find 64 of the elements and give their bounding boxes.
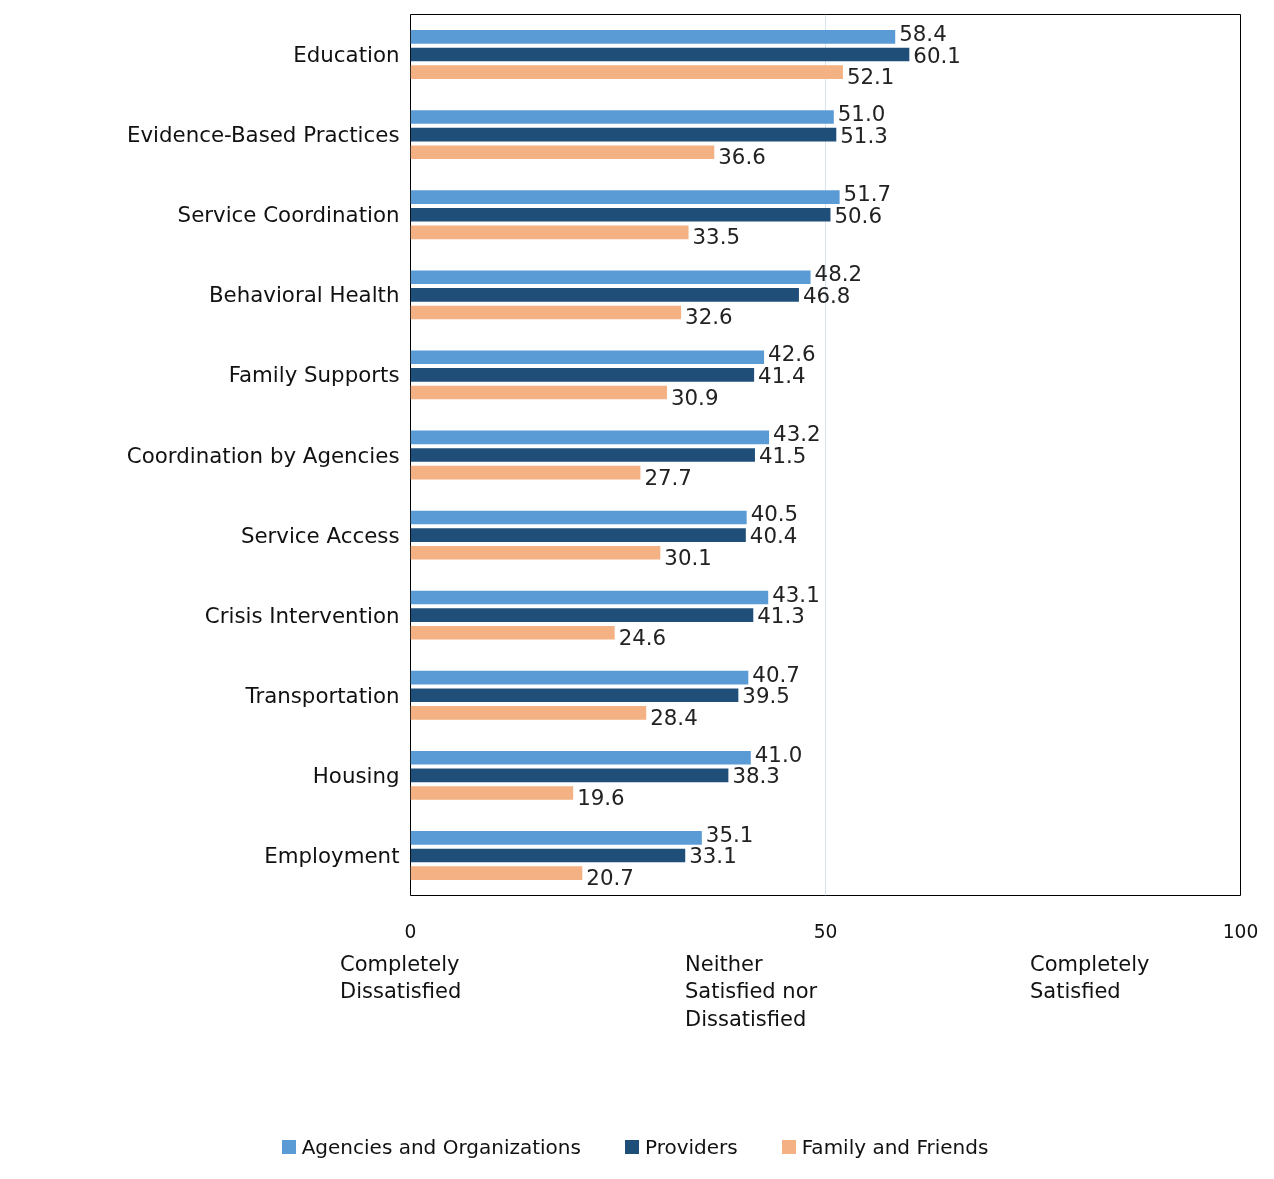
bar bbox=[410, 768, 729, 783]
y-tick-label: Behavioral Health bbox=[208, 282, 400, 308]
text: Completely Dissatisfied bbox=[340, 951, 462, 1006]
legend-label: Family and Friends bbox=[800, 1135, 989, 1159]
bar bbox=[410, 590, 769, 605]
y-tick-label: Service Access bbox=[240, 522, 400, 548]
bar bbox=[410, 448, 755, 462]
bar bbox=[410, 270, 811, 285]
x-tick-label: 0 bbox=[404, 920, 417, 942]
legend-label: Providers bbox=[643, 1135, 738, 1159]
bar bbox=[410, 207, 831, 222]
y-tick-label: Evidence-Based Practices bbox=[126, 122, 400, 148]
data-label: 30.9 bbox=[670, 384, 719, 410]
bar bbox=[410, 545, 661, 560]
legend-label: Agencies and Organizations bbox=[300, 1135, 581, 1159]
data-label: 33.5 bbox=[692, 224, 741, 250]
bar bbox=[410, 430, 770, 445]
y-tick-label: Service Coordination bbox=[177, 202, 400, 228]
bar bbox=[410, 305, 682, 320]
bar bbox=[410, 368, 755, 382]
bar bbox=[410, 145, 715, 160]
text: Neither Satisfied nor Dissatisfied bbox=[685, 951, 818, 1033]
y-tick-label: Housing bbox=[312, 762, 400, 788]
y-tick-label: Employment bbox=[264, 842, 400, 868]
bar bbox=[410, 848, 686, 863]
bar bbox=[410, 47, 910, 62]
bar bbox=[410, 127, 837, 142]
x-tick-label: 50 bbox=[813, 920, 838, 942]
bar bbox=[410, 866, 583, 880]
bar bbox=[410, 625, 615, 640]
bar bbox=[410, 688, 739, 703]
bar bbox=[410, 225, 689, 240]
bar bbox=[410, 30, 896, 44]
bar bbox=[410, 510, 747, 525]
bar bbox=[410, 608, 754, 622]
bar bbox=[410, 288, 799, 302]
bar bbox=[410, 350, 765, 365]
data-label: 20.7 bbox=[586, 865, 634, 891]
data-label: 24.6 bbox=[618, 624, 667, 650]
bar bbox=[410, 190, 840, 204]
bar bbox=[410, 465, 641, 480]
bar bbox=[410, 65, 843, 79]
data-label: 32.6 bbox=[685, 304, 733, 330]
y-tick-label: Transportation bbox=[244, 682, 400, 708]
bar bbox=[410, 385, 667, 400]
data-label: 52.1 bbox=[846, 64, 895, 90]
bar bbox=[410, 706, 647, 720]
y-tick-label: Crisis Intervention bbox=[204, 602, 400, 628]
y-tick-label: Education bbox=[293, 42, 400, 68]
data-label: 30.1 bbox=[664, 544, 712, 570]
data-label: 19.6 bbox=[577, 784, 625, 810]
bar bbox=[410, 110, 834, 124]
y-tick-label: Coordination by Agencies bbox=[126, 442, 400, 468]
text: Completely Satisfied bbox=[1030, 951, 1150, 1006]
bar bbox=[410, 528, 746, 542]
y-tick-label: Family Supports bbox=[228, 362, 400, 388]
data-label: 28.4 bbox=[650, 704, 698, 730]
bar bbox=[410, 670, 749, 685]
data-label: 27.7 bbox=[644, 464, 692, 490]
x-tick-label: 100 bbox=[1222, 920, 1259, 942]
bar bbox=[410, 786, 574, 800]
bar bbox=[410, 831, 702, 845]
data-label: 36.6 bbox=[718, 144, 766, 170]
bar bbox=[410, 750, 751, 765]
